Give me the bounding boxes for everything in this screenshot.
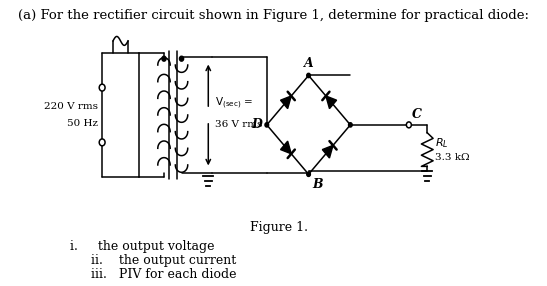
Circle shape [307,172,310,176]
Text: 220 V rms: 220 V rms [44,102,98,111]
Text: ii.    the output current: ii. the output current [91,254,236,267]
Circle shape [179,56,184,61]
Circle shape [348,123,352,127]
Text: 3.3 kΩ: 3.3 kΩ [435,153,469,162]
Text: i.     the output voltage: i. the output voltage [71,241,215,253]
Text: 50 Hz: 50 Hz [67,119,98,128]
Circle shape [307,73,310,78]
Text: (a) For the rectifier circuit shown in Figure 1, determine for practical diode:: (a) For the rectifier circuit shown in F… [18,9,529,22]
Text: $R_L$: $R_L$ [435,136,449,150]
Text: Figure 1.: Figure 1. [251,221,309,234]
Circle shape [99,139,105,146]
Circle shape [265,123,269,127]
Text: B: B [312,178,323,191]
Text: D: D [251,118,262,131]
Text: $\mathrm{V_{(sec)}}$ =: $\mathrm{V_{(sec)}}$ = [215,96,253,111]
Text: C: C [412,108,422,121]
Polygon shape [281,141,291,154]
Text: iii.   PIV for each diode: iii. PIV for each diode [91,268,237,281]
Polygon shape [281,96,291,109]
Polygon shape [326,96,336,109]
Circle shape [406,122,411,128]
Polygon shape [322,145,333,158]
Text: A: A [304,57,313,69]
Text: 36 V rms: 36 V rms [215,120,263,129]
Circle shape [162,56,166,61]
Circle shape [99,84,105,91]
